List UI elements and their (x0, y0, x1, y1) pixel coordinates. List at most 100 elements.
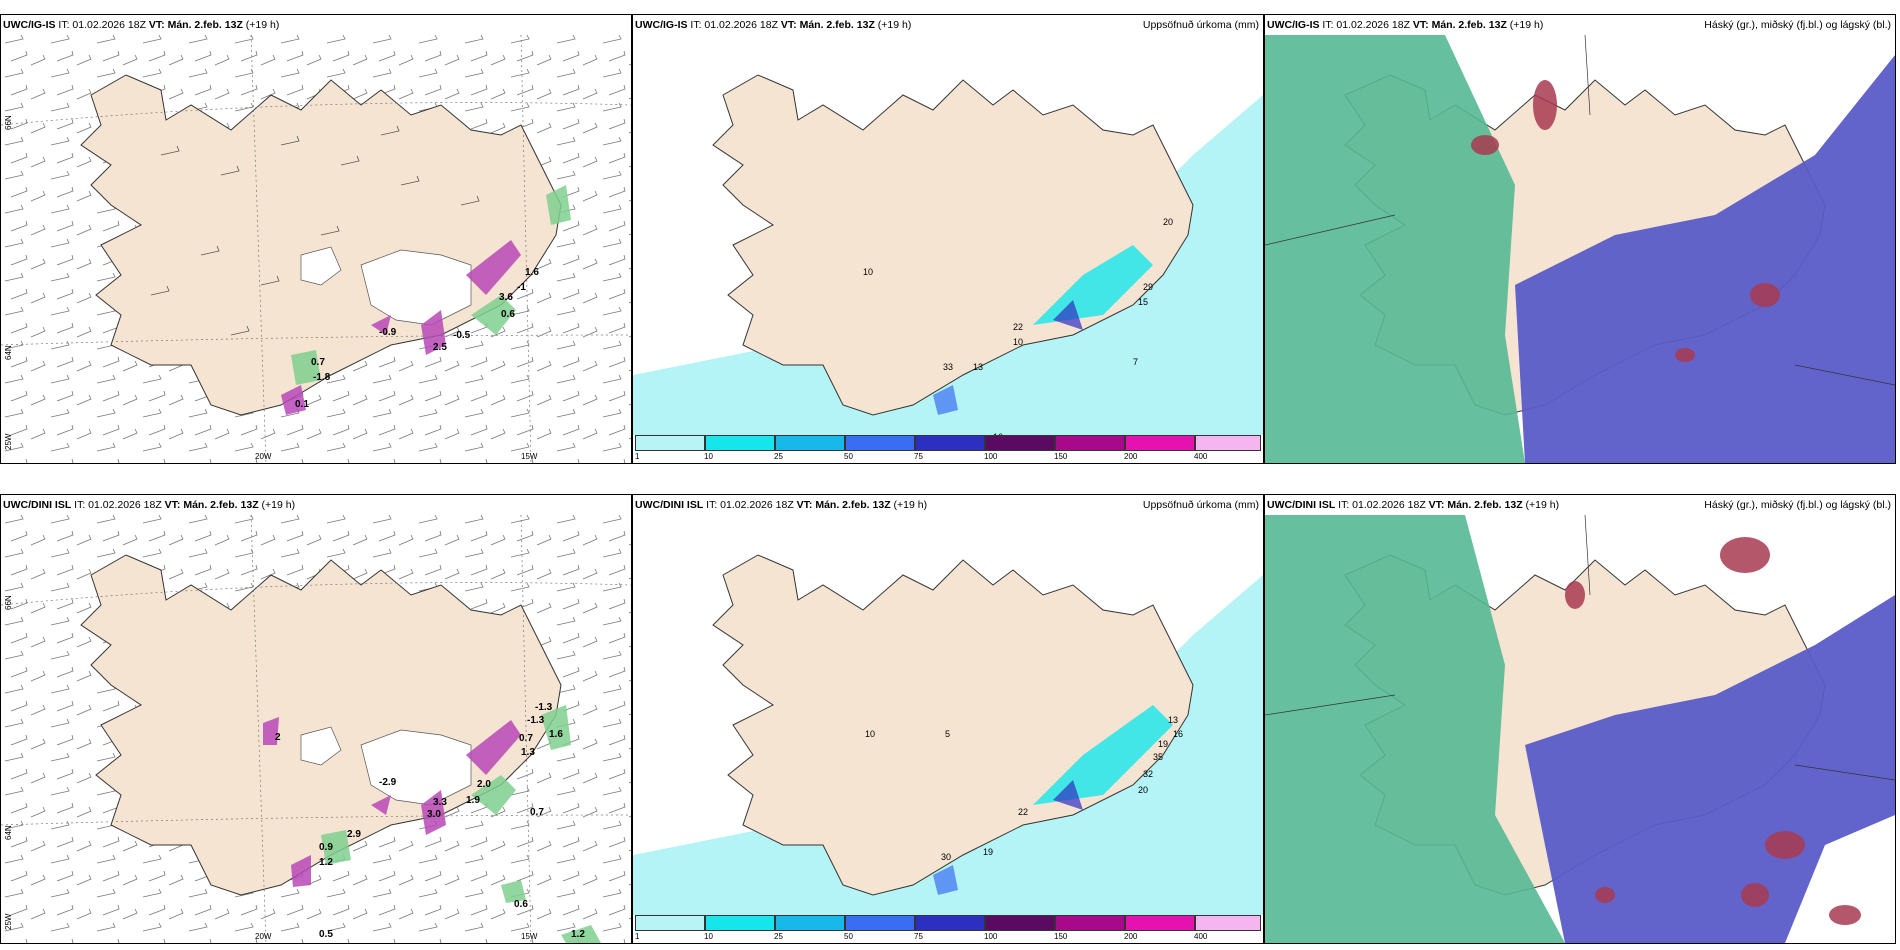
cloud-map (1265, 35, 1895, 463)
temperature-magenta-areas (263, 717, 521, 887)
cloud-title: Háský (gr.), miðský (fj.bl.) og lágský (… (1704, 19, 1891, 31)
precip-label: 35 (1153, 752, 1163, 762)
lat-label-66: 66N (4, 115, 13, 130)
colorbar-tick: 75 (914, 932, 923, 941)
gridlines (1265, 35, 1895, 386)
colorbar-tick: 150 (1054, 452, 1068, 461)
precip-label: 32 (1143, 769, 1153, 779)
precip-label: 20 (1138, 785, 1148, 795)
precip-label: 16 (993, 432, 1003, 435)
precip-label: 10 (1013, 337, 1023, 347)
colorbar-swatch (985, 435, 1055, 451)
precip-label: 22 (1013, 322, 1023, 332)
init-time: IT: 01.02.2026 18Z (1338, 499, 1426, 511)
precip-cyan-band (1033, 705, 1173, 805)
temp-label: 3.0 (427, 809, 441, 820)
colorbar-tick: 200 (1124, 932, 1138, 941)
gridlines (1, 35, 631, 463)
precip-blue-core (1053, 780, 1083, 810)
temp-label: 2.9 (347, 829, 361, 840)
precip-blue-core (933, 385, 958, 415)
model-name: UWC/DINI ISL (635, 499, 704, 511)
panel-header: UWC/IG-IS IT: 01.02.2026 18Z VT: Mán. 2.… (1267, 19, 1543, 31)
valid-time: Mán. 2.feb. 13Z (1431, 19, 1507, 31)
init-time: IT: 01.02.2026 18Z (690, 19, 778, 31)
glacier-regions (300, 246, 472, 326)
model-name: UWC/DINI ISL (3, 499, 72, 511)
precip-label: 7 (1133, 357, 1138, 367)
precip-labels: 10 5 22 30 19 32 35 20 13 16 19 (865, 715, 1183, 862)
panel-header: UWC/IG-IS IT: 01.02.2026 18Z VT: Mán. 2.… (3, 19, 279, 31)
temp-label: 2 (275, 732, 281, 743)
precipitation-map: 10 33 13 22 10 29 15 20 7 16 (633, 35, 1263, 435)
temp-label: 1.2 (571, 929, 585, 940)
precip-label: 5 (945, 729, 950, 739)
valid-time: Mán. 2.feb. 13Z (167, 19, 243, 31)
precip-title: Uppsöfnuð úrkoma (mm) (1142, 499, 1259, 511)
precip-label: 13 (1168, 715, 1178, 725)
lead-time: (+19 h) (245, 19, 280, 31)
model-name: UWC/IG-IS (3, 19, 56, 31)
lon-label-25: 25W (4, 433, 13, 450)
panel-header: UWC/DINI ISL IT: 01.02.2026 18Z VT: Mán.… (3, 499, 295, 511)
temp-label: 2.5 (433, 342, 447, 353)
init-time: IT: 01.02.2026 18Z (706, 499, 794, 511)
iceland-landmass (712, 554, 1194, 896)
temp-label: -1.3 (527, 715, 545, 726)
precip-label: 22 (1018, 807, 1028, 817)
valid-label: VT: (148, 19, 165, 31)
temp-label: -1.3 (535, 702, 553, 713)
precip-label: 33 (943, 362, 953, 372)
colorbar-tick: 25 (774, 932, 783, 941)
colorbar-swatch (635, 435, 705, 451)
colorbar-tick: 100 (984, 452, 998, 461)
panel-top-right-clouds: UWC/IG-IS IT: 01.02.2026 18Z VT: Mán. 2.… (1264, 14, 1896, 464)
precip-labels: 10 33 13 22 10 29 15 20 7 16 (863, 217, 1173, 435)
precip-blue-core (1053, 300, 1083, 330)
colorbar-swatch (705, 435, 775, 451)
precip-label: 10 (865, 729, 875, 739)
precip-label: 20 (1163, 217, 1173, 227)
precip-title: Uppsöfnuð úrkoma (mm) (1142, 19, 1259, 31)
colorbar-swatch (1055, 915, 1125, 931)
valid-label: VT: (796, 499, 813, 511)
panel-header: UWC/DINI ISL IT: 01.02.2026 18Z VT: Mán.… (635, 499, 927, 511)
temp-label: 1.9 (466, 795, 480, 806)
precip-label: 29 (1143, 282, 1153, 292)
model-name: UWC/DINI ISL (1267, 499, 1336, 511)
panel-top-middle-precipitation: UWC/IG-IS IT: 01.02.2026 18Z VT: Mán. 2.… (632, 14, 1264, 464)
colorbar-swatch (845, 435, 915, 451)
temp-label: 0.6 (514, 899, 528, 910)
precip-cyan-band (1033, 245, 1153, 325)
temp-label: 0.9 (319, 842, 333, 853)
mid-cloud-red (1565, 537, 1861, 925)
colorbar-tick: 25 (774, 452, 783, 461)
precip-label: 16 (1173, 729, 1183, 739)
panel-header: UWC/DINI ISL IT: 01.02.2026 18Z VT: Mán.… (1267, 499, 1559, 511)
temperature-labels: 0.7 -1.8 0.1 -0.9 2.5 -0.5 3.6 0.6 1.6 -… (295, 267, 539, 410)
temp-label: -0.9 (379, 327, 397, 338)
lat-label-64: 64N (4, 825, 13, 840)
precip-label: 30 (941, 852, 951, 862)
temp-label: 0.7 (311, 357, 325, 368)
temperature-magenta-areas (281, 240, 521, 415)
valid-time: Mán. 2.feb. 13Z (815, 499, 891, 511)
temp-label: 0.7 (519, 733, 533, 744)
temperature-wind-map: 2 -2.9 3.0 0.9 1.2 -1.3 2.9 3.3 2.0 1.9 … (1, 515, 631, 943)
init-time: IT: 01.02.2026 18Z (58, 19, 146, 31)
colorbar-tick: 75 (914, 452, 923, 461)
colorbar-swatch (985, 915, 1055, 931)
lon-label-15: 15W (521, 452, 538, 461)
colorbar-swatch (1125, 915, 1195, 931)
low-cloud-blue (1525, 595, 1895, 943)
colorbar-tick: 200 (1124, 452, 1138, 461)
valid-label: VT: (164, 499, 181, 511)
high-cloud-green (1265, 35, 1525, 463)
colorbar-swatch (775, 915, 845, 931)
colorbar-tick: 10 (704, 932, 713, 941)
colorbar-swatch (1055, 435, 1125, 451)
temp-label: 3.6 (499, 292, 513, 303)
temp-label: 1.2 (319, 857, 333, 868)
lead-time: (+19 h) (877, 19, 912, 31)
temperature-green-areas (291, 185, 571, 385)
